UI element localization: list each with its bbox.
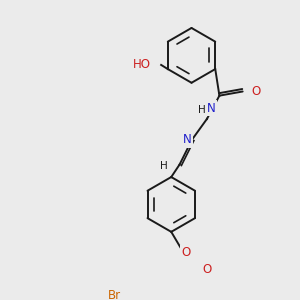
Text: H: H: [197, 105, 205, 115]
Text: O: O: [251, 85, 260, 98]
Text: Br: Br: [108, 289, 121, 300]
Text: N: N: [183, 133, 192, 146]
Text: H: H: [160, 161, 168, 171]
Text: HO: HO: [133, 58, 151, 71]
Text: O: O: [182, 246, 191, 259]
Text: O: O: [203, 263, 212, 276]
Text: N: N: [207, 102, 216, 115]
